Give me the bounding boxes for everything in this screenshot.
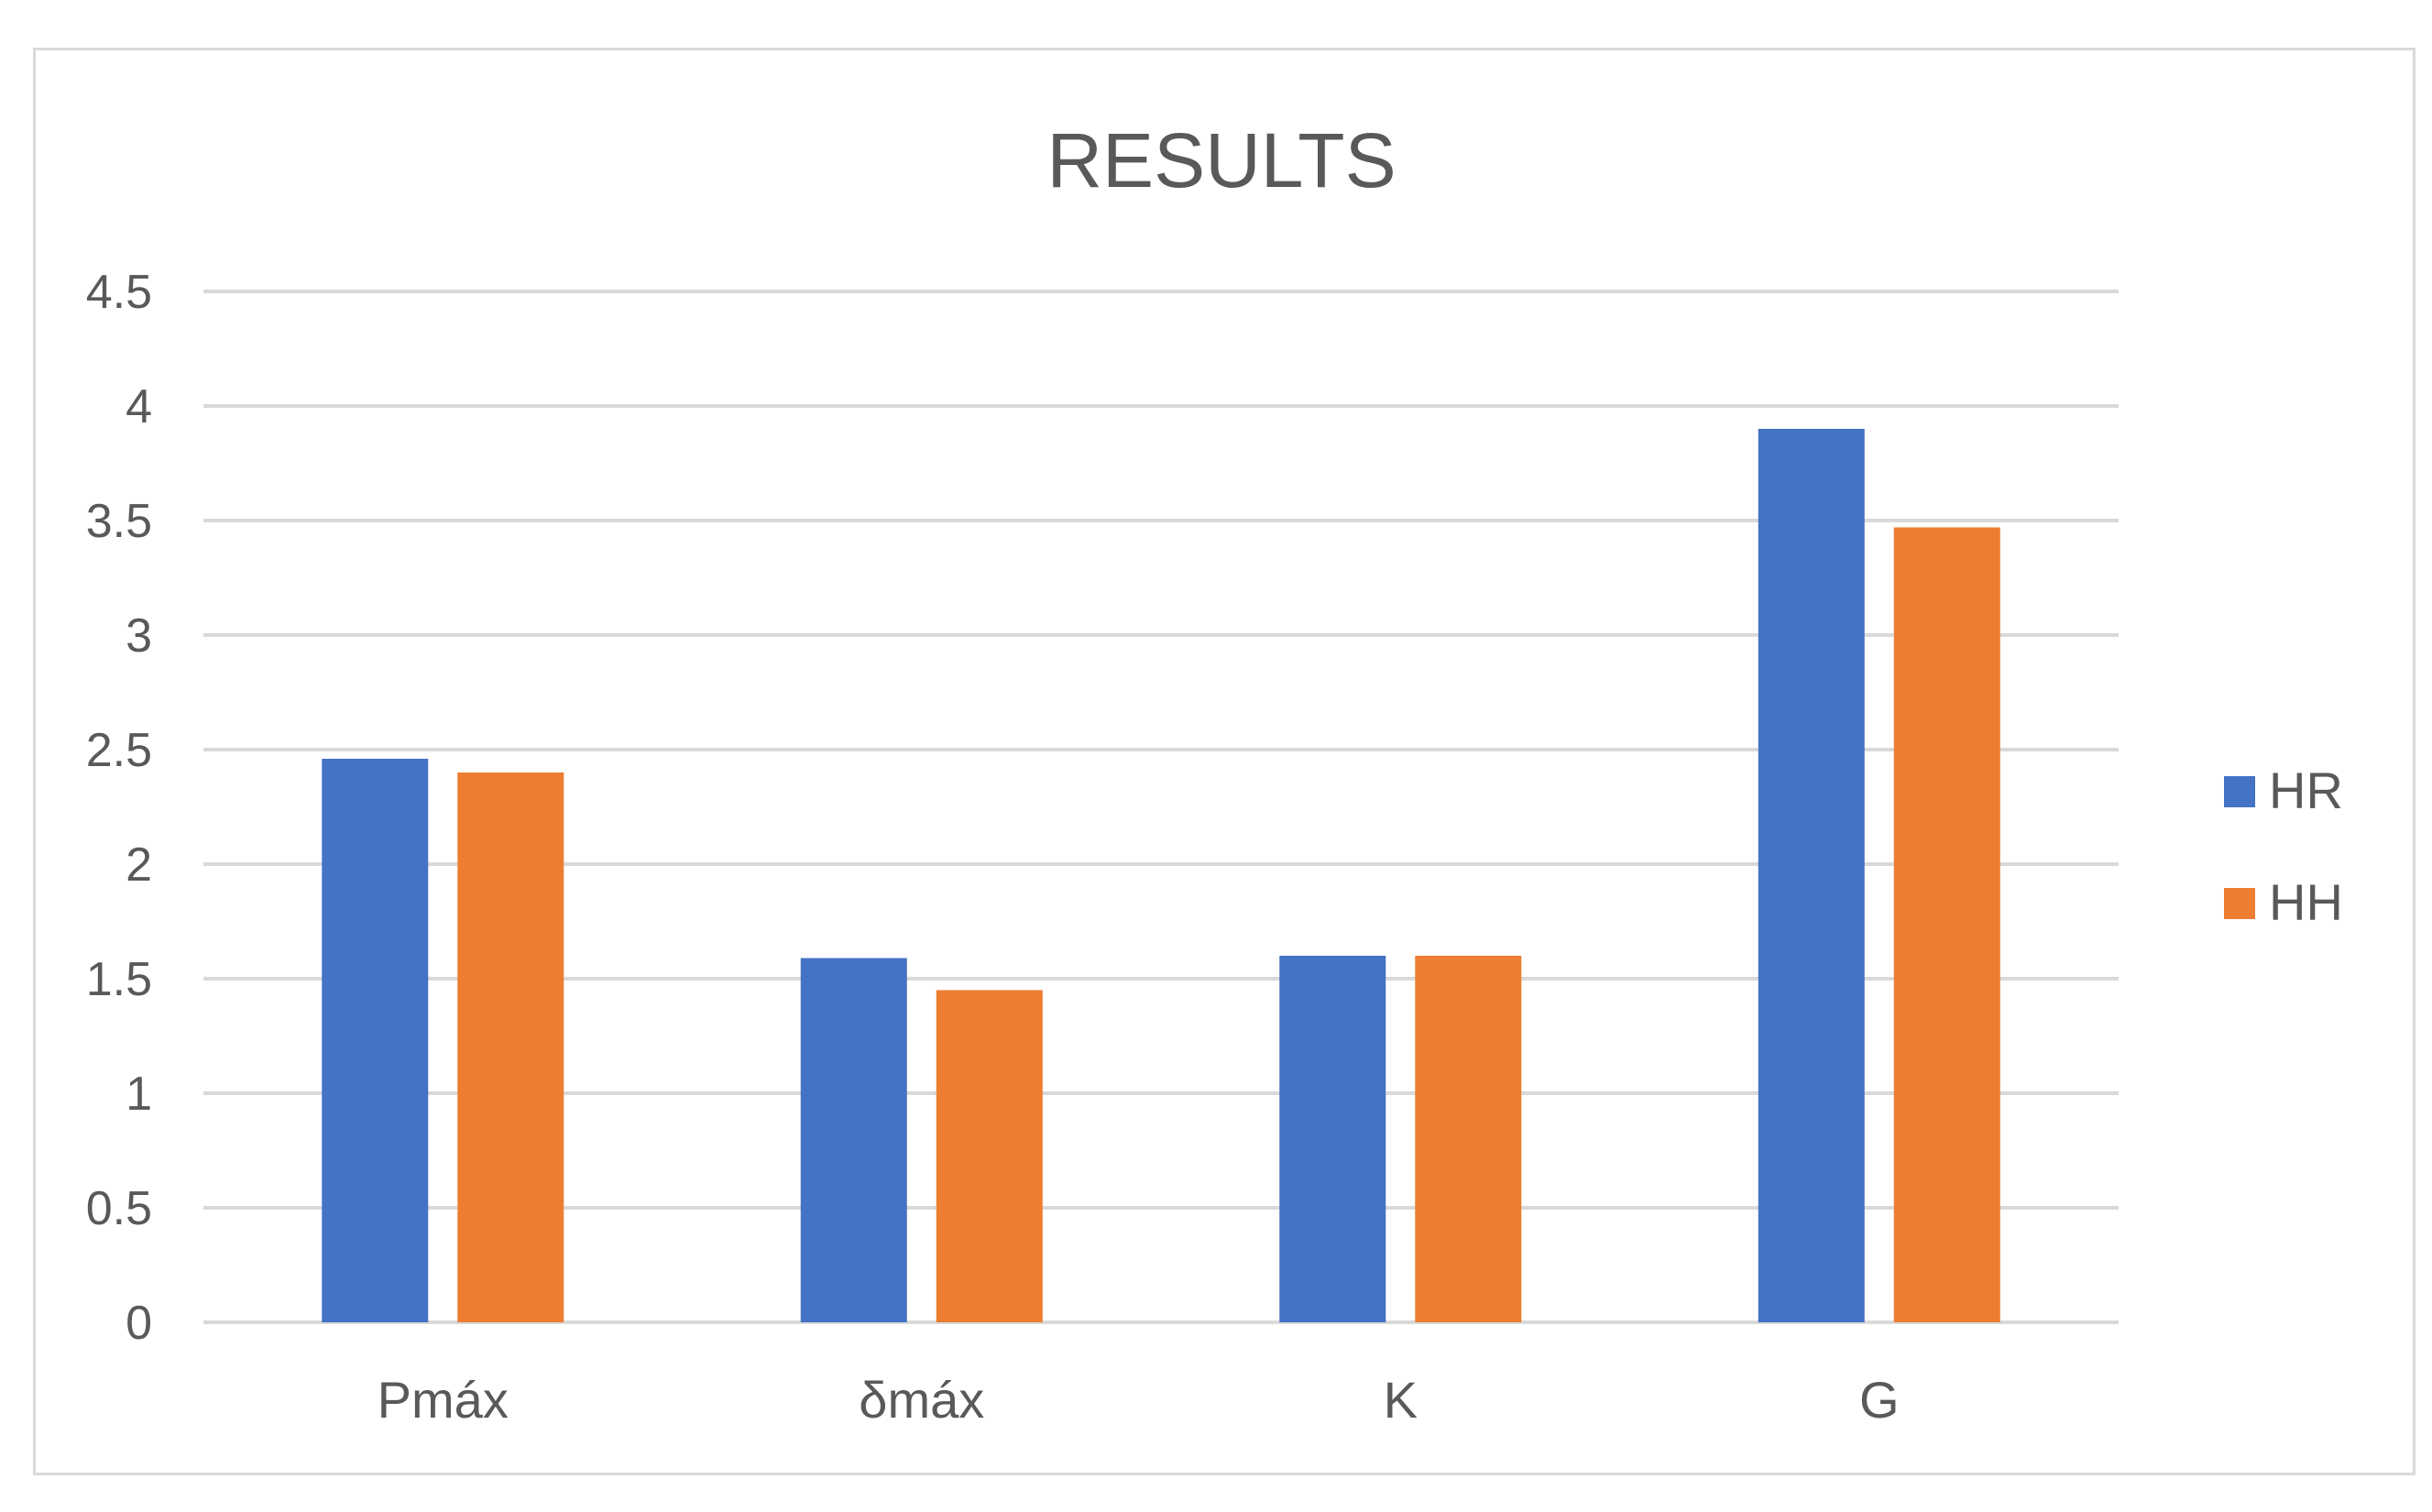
legend-label-hh: HH — [2269, 873, 2343, 931]
bar-hr-0 — [322, 759, 429, 1322]
bar-hh-2 — [1415, 956, 1522, 1322]
x-category-label: Pmáx — [378, 1371, 509, 1429]
chart-frame — [33, 48, 2416, 1475]
bar-hr-3 — [1758, 429, 1865, 1322]
bar-hh-3 — [1893, 527, 2000, 1322]
y-tick-label: 4.5 — [86, 266, 152, 319]
x-category-label: K — [1384, 1371, 1418, 1429]
x-category-label: δmáx — [859, 1371, 984, 1429]
y-tick-label: 4 — [126, 380, 152, 433]
y-axis-ticks: 0 0.5 1 1.5 2 2.5 3 3.5 4 4.5 — [86, 266, 152, 1350]
y-tick-label: 2.5 — [86, 724, 152, 777]
y-tick-label: 2 — [126, 838, 152, 892]
chart-title: RESULTS — [1046, 117, 1396, 203]
legend-label-hr: HR — [2269, 761, 2343, 819]
bars — [322, 429, 2000, 1322]
y-tick-label: 3.5 — [86, 495, 152, 548]
legend-swatch-hr — [2224, 776, 2255, 807]
y-tick-label: 0.5 — [86, 1182, 152, 1235]
bar-hh-0 — [457, 772, 564, 1322]
bar-hr-2 — [1279, 956, 1386, 1322]
bar-hh-1 — [936, 990, 1043, 1322]
bar-hr-1 — [800, 958, 907, 1322]
legend-swatch-hh — [2224, 888, 2255, 919]
legend: HR HH — [2224, 761, 2343, 931]
y-tick-label: 1.5 — [86, 953, 152, 1006]
y-tick-label: 1 — [126, 1068, 152, 1121]
y-tick-label: 0 — [126, 1297, 152, 1350]
x-category-label: G — [1859, 1371, 1900, 1429]
x-axis-categories: Pmáx δmáx K G — [378, 1371, 1900, 1429]
y-tick-label: 3 — [126, 609, 152, 663]
